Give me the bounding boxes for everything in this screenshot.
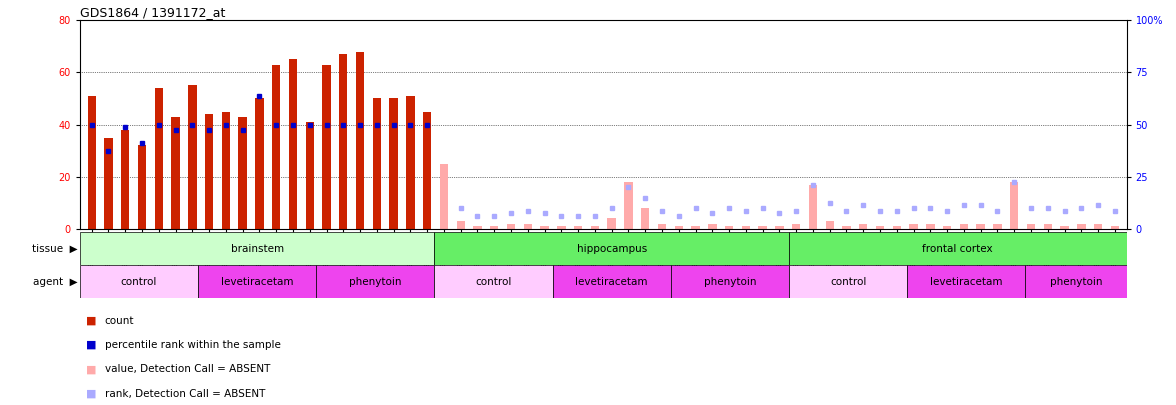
Text: ■: ■ [86,389,96,399]
Bar [1110,226,1120,229]
Bar [1025,265,1127,298]
Bar [198,265,316,298]
Bar [188,85,196,229]
Bar [691,226,700,229]
Bar [590,226,599,229]
Bar [105,138,113,229]
Bar [876,226,884,229]
Bar [523,224,532,229]
Text: value, Detection Call = ABSENT: value, Detection Call = ABSENT [105,364,270,374]
Bar [490,226,499,229]
Bar [893,226,901,229]
Bar [826,221,834,229]
Bar [789,265,907,298]
Bar [1094,224,1102,229]
Text: control: control [830,277,867,287]
Text: count: count [105,316,134,326]
Text: ■: ■ [86,340,96,350]
Bar [456,221,465,229]
Bar [339,54,347,229]
Bar [557,226,566,229]
Bar [809,185,817,229]
Bar [927,224,935,229]
Bar [205,114,213,229]
Text: tissue  ▶: tissue ▶ [32,244,78,254]
Bar [541,226,549,229]
Bar [423,111,432,229]
Bar [434,265,553,298]
Bar [641,208,649,229]
Bar [172,117,180,229]
Text: phenytoin: phenytoin [703,277,756,287]
Bar [675,226,683,229]
Bar [1077,224,1085,229]
Text: phenytoin: phenytoin [1050,277,1102,287]
Bar [960,224,968,229]
Bar [1027,224,1035,229]
Bar [670,265,789,298]
Bar [789,232,1127,265]
Bar [1010,182,1018,229]
Text: ■: ■ [86,316,96,326]
Bar [222,111,230,229]
Bar [289,60,298,229]
Bar [724,226,734,229]
Bar [356,51,365,229]
Text: phenytoin: phenytoin [349,277,402,287]
Bar [154,88,163,229]
Text: levetiracetam: levetiracetam [930,277,1002,287]
Bar [976,224,984,229]
Bar [1043,224,1053,229]
Text: control: control [121,277,158,287]
Text: agent  ▶: agent ▶ [33,277,78,287]
Bar [87,96,96,229]
Bar [994,224,1002,229]
Bar [507,224,515,229]
Text: levetiracetam: levetiracetam [575,277,648,287]
Text: rank, Detection Call = ABSENT: rank, Detection Call = ABSENT [105,389,265,399]
Bar [80,232,434,265]
Text: GDS1864 / 1391172_at: GDS1864 / 1391172_at [80,6,226,19]
Bar [373,98,381,229]
Bar [440,164,448,229]
Bar [775,226,783,229]
Bar [907,265,1025,298]
Bar [842,226,850,229]
Bar [553,265,670,298]
Text: hippocampus: hippocampus [576,244,647,254]
Text: frontal cortex: frontal cortex [922,244,993,254]
Bar [759,226,767,229]
Bar [389,98,397,229]
Bar [121,130,129,229]
Text: brainstem: brainstem [230,244,283,254]
Bar [657,224,666,229]
Bar [272,64,280,229]
Text: control: control [475,277,512,287]
Bar [791,224,801,229]
Bar [860,224,868,229]
Bar [1061,226,1069,229]
Bar [608,218,616,229]
Bar [434,232,789,265]
Text: percentile rank within the sample: percentile rank within the sample [105,340,281,350]
Bar [624,182,633,229]
Bar [406,96,415,229]
Bar [322,64,330,229]
Bar [473,226,482,229]
Bar [239,117,247,229]
Bar [255,98,263,229]
Bar [316,265,434,298]
Bar [708,224,716,229]
Bar [909,224,917,229]
Bar [742,226,750,229]
Bar [574,226,582,229]
Text: levetiracetam: levetiracetam [221,277,294,287]
Bar [943,226,951,229]
Text: ■: ■ [86,364,96,374]
Bar [80,265,198,298]
Bar [138,145,146,229]
Bar [306,122,314,229]
